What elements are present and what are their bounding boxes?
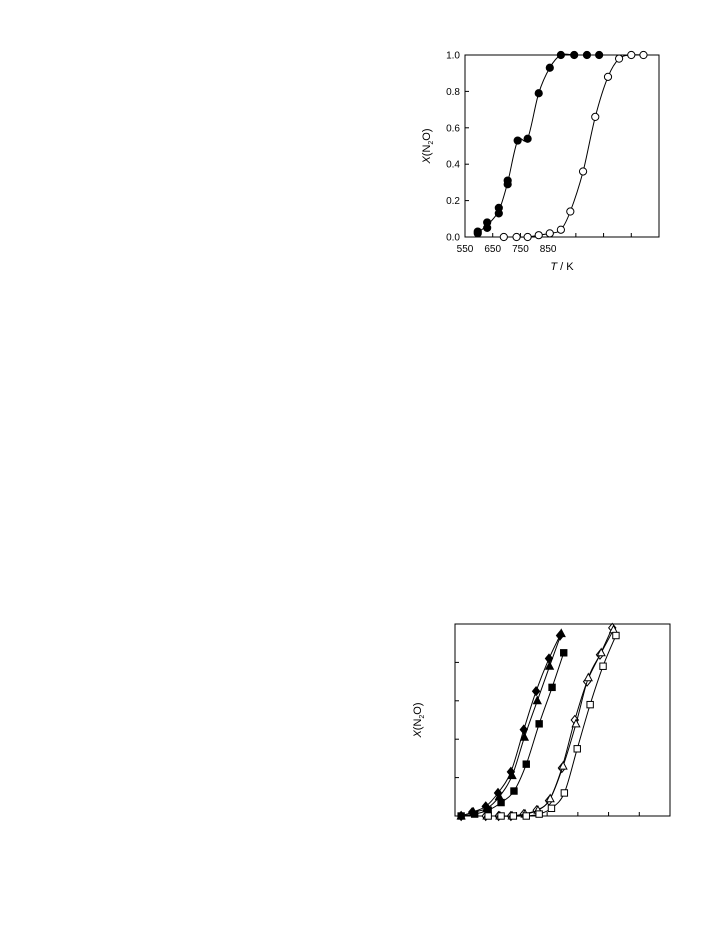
data-point xyxy=(545,229,554,238)
y-tick-label: 0.2 xyxy=(446,196,460,207)
data-point xyxy=(519,732,530,741)
chart-top: 550 650 750 850 0.0 0.2 0.4 0.6 0.8 1.0 X(N2O) T / … xyxy=(421,50,660,273)
series-open-diamond xyxy=(481,622,617,822)
data-point xyxy=(532,695,542,705)
data-point xyxy=(547,804,556,813)
data-point xyxy=(614,54,624,63)
x-tick-label: 550 xyxy=(457,244,474,255)
data-point xyxy=(531,686,541,697)
data-point xyxy=(534,89,543,98)
data-point xyxy=(510,787,518,795)
data-point xyxy=(639,50,648,60)
x-axis-label: T / K xyxy=(550,261,574,273)
data-point xyxy=(556,628,566,638)
series-open-circle xyxy=(499,50,648,242)
data-point xyxy=(560,649,568,657)
data-point xyxy=(556,225,565,234)
x-tick-label: 850 xyxy=(540,244,557,255)
y-tick-label: 0.4 xyxy=(446,160,460,171)
data-point xyxy=(560,789,569,797)
data-point xyxy=(484,812,492,820)
series-filled-circle xyxy=(473,50,604,238)
data-point xyxy=(596,647,606,657)
fit-curve xyxy=(488,635,617,817)
y-tick-label: 1.0 xyxy=(446,51,460,62)
data-point xyxy=(570,50,579,60)
data-point xyxy=(522,760,530,768)
data-point xyxy=(556,50,565,60)
data-point xyxy=(534,231,543,240)
data-point xyxy=(457,812,465,820)
data-point xyxy=(470,810,479,818)
data-point xyxy=(558,760,568,770)
data-point xyxy=(512,232,521,242)
y-tick-label: 0.0 xyxy=(446,233,460,244)
data-point xyxy=(595,50,604,60)
data-point xyxy=(523,134,532,143)
data-point xyxy=(566,207,575,216)
x-tick-label: 650 xyxy=(484,244,501,255)
data-point xyxy=(523,232,532,242)
y-axis-label: X(N2O) xyxy=(421,128,435,164)
plot-frame xyxy=(454,623,671,817)
plot-frame xyxy=(464,54,660,238)
data-point xyxy=(586,700,594,709)
data-point xyxy=(548,683,556,692)
data-point xyxy=(507,770,517,780)
data-point xyxy=(497,812,505,820)
data-point xyxy=(544,660,555,670)
data-point xyxy=(545,63,554,72)
y-tick-label: 0.6 xyxy=(446,123,460,134)
series-open-square xyxy=(484,631,620,820)
data-point xyxy=(503,176,512,185)
series-filled-square xyxy=(457,649,568,820)
x-tick-label: 750 xyxy=(512,244,529,255)
data-point xyxy=(497,798,505,807)
data-point xyxy=(499,232,508,242)
data-point xyxy=(591,112,600,121)
data-point xyxy=(522,812,530,820)
data-point xyxy=(483,218,492,227)
data-point xyxy=(603,72,613,81)
data-point xyxy=(578,167,588,176)
y-axis-label: X(N2O) xyxy=(412,702,426,738)
data-point xyxy=(583,672,593,682)
data-point xyxy=(494,203,503,212)
data-point xyxy=(535,720,543,728)
data-point xyxy=(612,631,620,640)
y-tick-label: 0.8 xyxy=(446,87,460,98)
data-point xyxy=(535,810,543,818)
data-point xyxy=(599,662,607,670)
chart-bottom: X(N2O) xyxy=(412,622,671,822)
data-point xyxy=(513,136,522,145)
data-point xyxy=(627,50,636,60)
data-point xyxy=(473,227,482,236)
data-point xyxy=(573,745,581,753)
data-point xyxy=(582,50,592,60)
data-point xyxy=(571,718,581,728)
data-point xyxy=(509,812,518,820)
data-point xyxy=(545,793,555,803)
